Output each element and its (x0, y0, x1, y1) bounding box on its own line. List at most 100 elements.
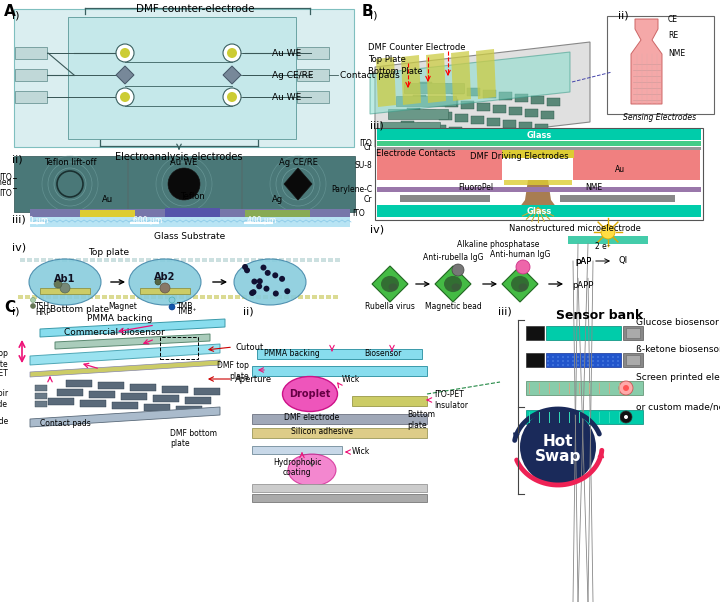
Bar (53, 295, 58, 299)
Bar (417, 123, 430, 131)
Bar (15, 47, 47, 59)
Bar (526, 353, 544, 367)
Text: Screen printed electrodes: Screen printed electrodes (636, 373, 720, 382)
Text: Parylene-C: Parylene-C (331, 185, 372, 194)
Text: Hydrophobic
coating: Hydrophobic coating (273, 458, 321, 477)
Bar (509, 107, 522, 115)
Text: Alkaline phosphatase: Alkaline phosphatase (456, 240, 539, 249)
Text: Cr: Cr (364, 143, 372, 152)
Bar (153, 395, 179, 402)
Text: DMF bottom
plate: DMF bottom plate (170, 429, 217, 448)
Bar (151, 295, 156, 299)
Bar (258, 258, 263, 262)
Circle shape (265, 270, 271, 276)
Bar (573, 150, 700, 180)
Bar (165, 295, 170, 299)
Circle shape (602, 364, 604, 366)
Bar (377, 150, 502, 180)
Text: Magnet: Magnet (108, 302, 137, 311)
Bar (305, 295, 310, 299)
Bar (377, 205, 701, 217)
Circle shape (587, 360, 589, 362)
Text: TMB⁺: TMB⁺ (177, 307, 197, 316)
Text: pAP: pAP (575, 256, 591, 265)
Text: TMB: TMB (177, 302, 194, 311)
Text: Au WE: Au WE (272, 93, 301, 102)
Text: Reservoir
electrode: Reservoir electrode (0, 389, 8, 409)
Polygon shape (375, 42, 590, 147)
Text: Nanostructured microelectrode: Nanostructured microelectrode (509, 224, 641, 233)
Bar (35, 385, 47, 391)
Text: DMF Counter Electrode: DMF Counter Electrode (368, 43, 466, 52)
Bar (237, 258, 242, 262)
Ellipse shape (511, 276, 529, 292)
Circle shape (577, 360, 579, 362)
Circle shape (227, 48, 237, 58)
Bar (15, 69, 47, 81)
Polygon shape (30, 344, 220, 365)
Text: iii): iii) (498, 306, 512, 316)
Bar (526, 326, 544, 340)
Circle shape (562, 364, 564, 366)
Bar (380, 122, 440, 132)
Bar (123, 295, 128, 299)
Bar (328, 258, 333, 262)
Bar (411, 136, 424, 144)
Circle shape (273, 291, 279, 297)
Polygon shape (370, 52, 570, 114)
Circle shape (607, 356, 609, 358)
Bar (181, 258, 186, 262)
Bar (188, 258, 193, 262)
Polygon shape (30, 407, 220, 427)
Circle shape (547, 364, 549, 366)
Bar (95, 295, 100, 299)
Text: ITO-PET: ITO-PET (0, 368, 8, 377)
Bar (401, 121, 414, 129)
Circle shape (617, 360, 619, 362)
Bar (423, 110, 436, 118)
Circle shape (116, 44, 134, 62)
Bar (140, 288, 190, 294)
Bar (265, 258, 270, 262)
Bar (465, 129, 478, 137)
Text: RE: RE (668, 31, 678, 40)
Bar (202, 258, 207, 262)
Circle shape (30, 297, 35, 302)
Text: Electroanalysis electrodes: Electroanalysis electrodes (115, 152, 243, 162)
Text: DMF counter-electrode: DMF counter-electrode (136, 4, 254, 14)
Polygon shape (401, 55, 421, 105)
Bar (172, 295, 177, 299)
Bar (244, 258, 249, 262)
Bar (81, 295, 86, 299)
Ellipse shape (234, 259, 306, 305)
Bar (286, 258, 291, 262)
Bar (312, 295, 317, 299)
Bar (139, 258, 144, 262)
Polygon shape (55, 334, 210, 349)
Polygon shape (476, 49, 496, 99)
Bar (111, 258, 116, 262)
Circle shape (572, 360, 574, 362)
Circle shape (547, 360, 549, 362)
Text: Cutout: Cutout (235, 343, 264, 352)
Circle shape (279, 276, 285, 282)
Circle shape (244, 267, 250, 273)
Bar (48, 398, 74, 405)
Text: 600 μm: 600 μm (19, 216, 48, 225)
Circle shape (577, 364, 579, 366)
Bar (445, 99, 458, 107)
Bar (125, 258, 130, 262)
Bar (144, 404, 170, 411)
Bar (14, 9, 354, 147)
Bar (377, 187, 701, 192)
Text: Ab1: Ab1 (54, 274, 76, 284)
Bar (400, 195, 490, 202)
Circle shape (520, 409, 596, 485)
Circle shape (592, 364, 594, 366)
Bar (35, 393, 47, 399)
Circle shape (557, 364, 559, 366)
Bar (252, 484, 427, 492)
Bar (300, 258, 305, 262)
Text: Wick: Wick (352, 447, 370, 456)
Bar (623, 353, 643, 367)
